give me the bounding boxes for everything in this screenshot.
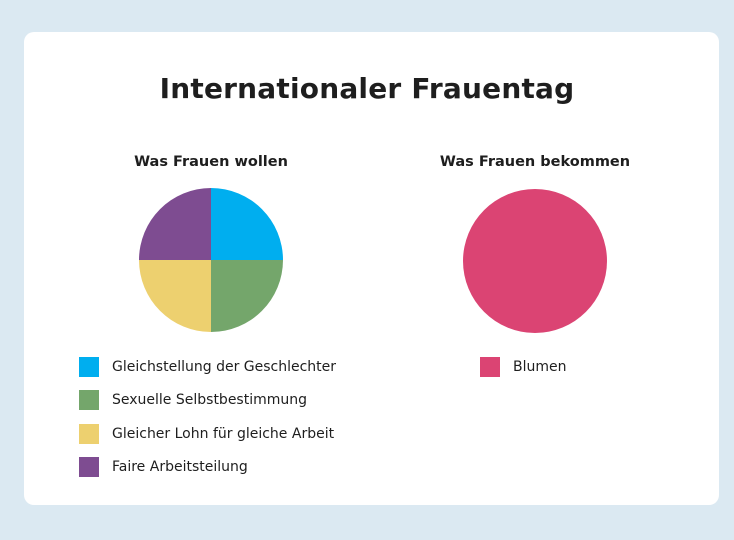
pie-slice-0 bbox=[211, 188, 283, 260]
pie-chart-gets bbox=[463, 189, 607, 333]
pie-slice-2 bbox=[139, 260, 211, 332]
chart-2-title: Was Frauen bekommen bbox=[439, 154, 631, 170]
legend-swatch bbox=[79, 390, 99, 411]
legend-item: Blumen bbox=[480, 350, 567, 384]
legend-item: Faire Arbeitsteilung bbox=[79, 451, 336, 485]
chart-1-title: Was Frauen wollen bbox=[134, 154, 288, 170]
legend-item: Gleicher Lohn für gleiche Arbeit bbox=[79, 417, 336, 451]
legend-swatch bbox=[79, 356, 99, 377]
legend-gets: Blumen bbox=[480, 350, 567, 384]
page-title: Internationaler Frauentag bbox=[159, 72, 575, 105]
legend-label: Blumen bbox=[513, 358, 567, 375]
legend-item: Gleichstellung der Geschlechter bbox=[79, 350, 336, 384]
legend-label: Sexuelle Selbstbestimmung bbox=[112, 392, 308, 409]
legend-label: Faire Arbeitsteilung bbox=[112, 459, 248, 476]
pie-slice-1 bbox=[211, 260, 283, 332]
legend-swatch bbox=[79, 457, 99, 478]
legend-swatch bbox=[480, 356, 500, 377]
pie-slice-0 bbox=[463, 189, 607, 333]
legend-item: Sexuelle Selbstbestimmung bbox=[79, 384, 336, 418]
pie-chart-wants bbox=[139, 188, 283, 332]
legend-wants: Gleichstellung der Geschlechter Sexuelle … bbox=[79, 350, 336, 484]
legend-swatch bbox=[79, 423, 99, 444]
legend-label: Gleichstellung der Geschlechter bbox=[112, 358, 337, 375]
legend-label: Gleicher Lohn für gleiche Arbeit bbox=[112, 425, 335, 442]
pie-slice-3 bbox=[139, 188, 211, 260]
